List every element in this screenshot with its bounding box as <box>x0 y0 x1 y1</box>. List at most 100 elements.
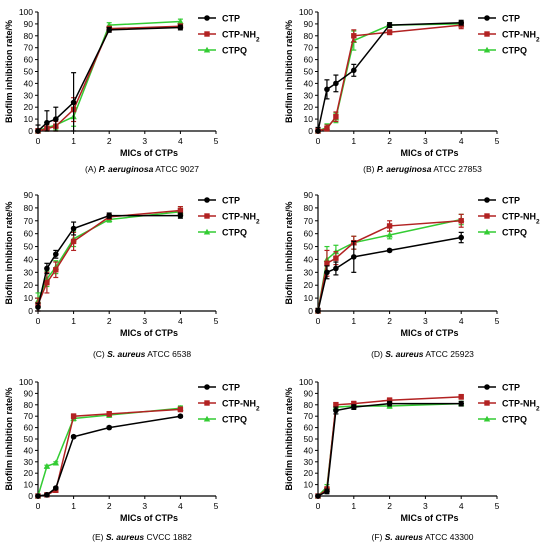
legend-marker <box>204 197 210 203</box>
y-tick-label: 40 <box>304 78 314 88</box>
legend-marker <box>484 384 490 390</box>
x-axis-label: MICs of CTPs <box>120 148 178 158</box>
data-point <box>177 24 184 31</box>
y-tick-label: 100 <box>19 377 33 387</box>
data-point <box>44 279 50 286</box>
legend-label: CTP-NH2 <box>502 212 540 226</box>
legend-marker <box>484 15 490 21</box>
data-point <box>53 251 59 258</box>
series-line <box>317 402 462 497</box>
y-tick-label: 60 <box>24 55 34 65</box>
y-axis-label: Biofilm inhibition rate/% <box>284 20 294 123</box>
series-line <box>37 26 181 132</box>
y-tick-label: 80 <box>24 31 34 41</box>
series-ctpq <box>34 206 184 310</box>
data-point <box>386 400 393 407</box>
data-point <box>351 254 357 260</box>
legend-marker <box>204 15 210 21</box>
panel-caption: (F) S. aureus ATCC 43300 <box>372 532 474 542</box>
data-point <box>333 265 339 272</box>
y-tick-label: 20 <box>24 468 34 478</box>
data-point <box>386 397 393 403</box>
x-tick-label: 4 <box>178 316 183 326</box>
data-point <box>333 255 339 261</box>
series-ctp <box>35 24 184 134</box>
data-point <box>35 304 41 310</box>
legend-marker <box>203 46 211 53</box>
legend-label: CTP <box>222 383 240 393</box>
legend-label: CTP-NH2 <box>502 399 540 413</box>
data-point <box>333 114 339 120</box>
y-tick-label: 10 <box>24 293 34 303</box>
legend-label: CTP <box>222 196 240 206</box>
series-ctpq <box>314 400 465 499</box>
y-tick-label: 60 <box>24 423 34 433</box>
panel-caption: (D) S. aureus ATCC 25923 <box>371 349 474 359</box>
x-tick-label: 5 <box>214 501 219 511</box>
legend-label: CTPQ <box>502 415 527 425</box>
y-tick-label: 40 <box>304 254 314 264</box>
y-tick-label: 90 <box>24 190 34 200</box>
y-tick-label: 80 <box>304 400 314 410</box>
panel-caption: (E) S. aureus CVCC 1882 <box>92 532 192 542</box>
y-tick-label: 0 <box>28 126 33 136</box>
data-point <box>386 29 393 35</box>
y-tick-label: 70 <box>24 43 34 53</box>
x-tick-label: 4 <box>459 136 464 146</box>
y-tick-label: 70 <box>304 216 314 226</box>
y-tick-label: 50 <box>24 67 34 77</box>
data-point <box>43 463 51 469</box>
y-tick-label: 30 <box>24 90 34 100</box>
x-tick-label: 3 <box>142 136 147 146</box>
legend-marker <box>204 31 210 37</box>
series-ctpq <box>34 18 184 134</box>
legend-label: CTPQ <box>222 415 247 425</box>
series-line <box>317 23 462 132</box>
data-point <box>351 67 357 74</box>
y-tick-label: 0 <box>28 306 33 316</box>
data-point <box>177 18 184 25</box>
x-axis-label: MICs of CTPs <box>120 328 178 338</box>
x-tick-label: 1 <box>351 136 356 146</box>
series-ctp <box>315 19 465 134</box>
x-tick-label: 0 <box>316 501 321 511</box>
y-tick-label: 50 <box>24 434 34 444</box>
series-line <box>37 407 181 497</box>
y-tick-label: 70 <box>24 216 34 226</box>
x-tick-label: 0 <box>36 136 41 146</box>
y-tick-label: 40 <box>24 254 34 264</box>
data-point <box>324 125 330 132</box>
data-point <box>106 212 112 219</box>
y-tick-label: 30 <box>304 90 314 100</box>
legend-marker <box>483 228 491 235</box>
legend-label: CTP <box>502 14 520 24</box>
data-point <box>458 234 465 241</box>
x-tick-label: 1 <box>71 501 76 511</box>
data-point <box>458 218 464 224</box>
y-tick-label: 20 <box>304 468 314 478</box>
data-point <box>333 80 339 87</box>
legend-subscript: 2 <box>256 405 260 412</box>
legend: CTP CTP-NH2 CTPQ <box>198 14 260 56</box>
panel-caption: (B) P. aeruginosa ATCC 27853 <box>363 164 482 174</box>
y-tick-label: 50 <box>304 67 314 77</box>
x-tick-label: 4 <box>459 316 464 326</box>
x-tick-label: 5 <box>495 136 500 146</box>
legend-marker <box>203 415 211 422</box>
y-tick-label: 90 <box>24 19 34 29</box>
x-tick-label: 1 <box>71 316 76 326</box>
y-tick-label: 90 <box>304 388 314 398</box>
y-tick-label: 70 <box>304 411 314 421</box>
legend-label: CTP-NH2 <box>222 399 260 413</box>
x-tick-label: 1 <box>351 501 356 511</box>
y-axis-label: Biofilm inhibition rate/% <box>284 202 294 305</box>
data-point <box>70 433 77 440</box>
legend: CTP CTP-NH2 CTPQ <box>478 383 540 425</box>
data-point <box>351 400 357 407</box>
legend-label: CTPQ <box>222 228 247 238</box>
y-tick-label: 90 <box>304 19 314 29</box>
legend-subscript: 2 <box>536 218 540 225</box>
data-point <box>324 86 330 93</box>
legend: CTP CTP-NH2 CTPQ <box>198 383 260 425</box>
